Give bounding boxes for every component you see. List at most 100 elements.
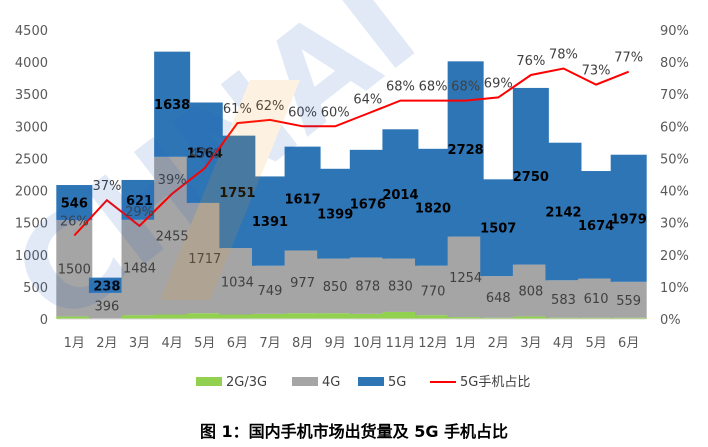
bar-4g	[251, 265, 288, 314]
data-label-4g: 610	[584, 292, 609, 307]
bar-5g	[317, 168, 354, 259]
legend-label: 5G	[388, 375, 406, 390]
left-tick-label: 2000	[15, 185, 48, 200]
right-tick-label: 90%	[660, 24, 689, 39]
bar-5g	[382, 129, 419, 259]
share-label: 78%	[549, 48, 578, 63]
left-tick-label: 0	[40, 313, 48, 328]
data-label-4g: 1500	[58, 262, 91, 277]
right-tick-label: 30%	[660, 217, 689, 232]
x-tick-label: 10月	[353, 336, 383, 351]
data-label-5g: 2728	[448, 143, 484, 158]
bar-2g3g	[349, 313, 386, 319]
x-tick-label: 4月	[161, 336, 182, 351]
right-tick-label: 50%	[660, 152, 689, 167]
share-label: 68%	[451, 80, 480, 95]
data-label-4g: 648	[486, 291, 511, 306]
x-axis: 1月 2月 3月 4月 5月 6月 7月 8月 9月 10月 11月 12月 1月 2月 3月 4月 5月 6月	[58, 318, 645, 351]
legend-label: 2G/3G	[226, 375, 267, 390]
bar-5g	[219, 135, 256, 249]
data-label-5g: 1617	[284, 193, 320, 208]
share-label: 39%	[158, 173, 187, 188]
right-tick-label: 70%	[660, 88, 689, 103]
bar-4g	[88, 292, 125, 319]
share-line	[73, 67, 630, 237]
x-tick-label: 11月	[386, 336, 416, 351]
bar-5g	[578, 171, 615, 279]
bar-2g3g	[186, 313, 223, 319]
right-tick-label: 20%	[660, 249, 689, 264]
bar-5g	[154, 51, 191, 157]
data-label-5g: 1507	[480, 222, 516, 237]
x-tick-label: 3月	[129, 336, 150, 351]
share-label: 64%	[353, 92, 382, 107]
figure-caption: 图 1：国内手机市场出货量及 5G 手机占比	[199, 422, 509, 441]
share-label: 60%	[321, 105, 350, 120]
legend: 2G/3G 4G 5G 5G手机占比	[196, 375, 530, 390]
bar-5g	[545, 142, 582, 281]
data-label-4g: 749	[258, 284, 283, 299]
bar-4g	[578, 278, 615, 318]
data-label-4g: 1717	[188, 252, 221, 267]
bar-2g3g	[317, 313, 354, 319]
bar-2g3g	[512, 316, 549, 319]
x-tick-label: 2月	[96, 336, 117, 351]
left-tick-label: 3500	[15, 88, 48, 103]
data-label-5g: 1674	[578, 219, 614, 234]
bar-4g	[610, 281, 647, 318]
x-tick-label: 6月	[227, 336, 248, 351]
data-label-5g: 2014	[382, 188, 418, 203]
left-tick-label: 4500	[15, 24, 48, 39]
bar-2g3g	[251, 313, 288, 319]
x-tick-label: 8月	[292, 336, 313, 351]
data-label-4g: 808	[518, 284, 543, 299]
right-axis: 0% 10% 20% 30% 40% 50% 60% 70% 80% 90%	[660, 24, 689, 328]
bar-2g3g	[545, 317, 582, 319]
data-label-5g: 1399	[317, 208, 353, 223]
data-label-4g: 1254	[449, 271, 482, 286]
data-label-5g: 1564	[187, 147, 223, 162]
share-label: 29%	[125, 205, 154, 220]
bar-2g3g	[382, 311, 419, 319]
bar-4g	[219, 248, 256, 315]
share-label: 26%	[60, 215, 89, 230]
data-label-4g: 770	[421, 284, 446, 299]
left-tick-label: 1000	[15, 249, 48, 264]
bar-5g	[512, 87, 549, 265]
data-label-4g: 1034	[221, 275, 254, 290]
x-tick-label: 9月	[325, 336, 346, 351]
data-label-5g: 238	[93, 279, 120, 294]
bar-5g	[415, 148, 452, 266]
right-tick-label: 80%	[660, 56, 689, 71]
share-label: 61%	[223, 102, 252, 117]
data-label-4g: 1484	[123, 261, 156, 276]
bar-2g3g	[284, 313, 321, 319]
bar-4g	[56, 220, 93, 317]
data-label-4g: 583	[551, 293, 576, 308]
data-label-5g: 2750	[513, 170, 549, 185]
share-label: 60%	[288, 105, 317, 120]
x-tick-label: 2月	[488, 336, 509, 351]
bar-5g	[88, 277, 125, 293]
x-tick-label: 6月	[618, 336, 639, 351]
bar-4g	[121, 219, 158, 316]
x-tick-label: 12月	[418, 336, 448, 351]
share-label: 69%	[484, 76, 513, 91]
x-tick-label: 3月	[520, 336, 541, 351]
bar-5g	[56, 185, 93, 221]
bar-4g	[186, 202, 223, 314]
bar-2g3g	[578, 317, 615, 319]
data-label-5g: 1676	[350, 198, 386, 213]
bar-5g	[349, 149, 386, 258]
data-label-5g: 1638	[154, 98, 190, 113]
bar-2g3g	[480, 317, 517, 319]
share-label: 62%	[256, 99, 285, 114]
bar-4g	[447, 236, 484, 318]
data-label-4g: 850	[323, 280, 348, 295]
bar-2g3g	[154, 314, 191, 319]
share-label: 77%	[614, 51, 643, 66]
bar-5g	[610, 154, 647, 282]
x-tick-label: 4月	[553, 336, 574, 351]
bar-4g	[284, 250, 321, 314]
